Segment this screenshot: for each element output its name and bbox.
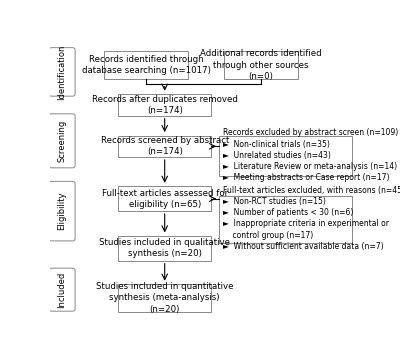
FancyBboxPatch shape [49, 114, 75, 168]
Text: Screening: Screening [58, 120, 66, 162]
Text: Records screened by abstract
(n=174): Records screened by abstract (n=174) [100, 136, 229, 156]
Text: Studies included in qualitative
synthesis (n=20): Studies included in qualitative synthesi… [99, 238, 230, 258]
FancyBboxPatch shape [104, 51, 188, 79]
Text: Eligibility: Eligibility [58, 192, 66, 230]
FancyBboxPatch shape [118, 236, 211, 261]
FancyBboxPatch shape [219, 136, 352, 176]
FancyBboxPatch shape [49, 48, 75, 96]
Text: Identification: Identification [58, 44, 66, 100]
Text: Full-text articles excluded, with reasons (n=45)
►  Non-RCT studies (n=15)
►  Nu: Full-text articles excluded, with reason… [223, 186, 400, 251]
FancyBboxPatch shape [118, 94, 211, 116]
Text: Included: Included [58, 272, 66, 308]
FancyBboxPatch shape [49, 268, 75, 311]
Text: Records after duplicates removed
(n=174): Records after duplicates removed (n=174) [92, 95, 238, 115]
Text: Full-text articles assessed for
eligibility (n=65): Full-text articles assessed for eligibil… [102, 189, 228, 209]
FancyBboxPatch shape [224, 51, 298, 79]
Text: Studies included in quantitative
synthesis (meta-analysis)
(n=20): Studies included in quantitative synthes… [96, 282, 234, 314]
Text: Additional records identified
through other sources
(n=0): Additional records identified through ot… [200, 49, 322, 81]
FancyBboxPatch shape [118, 186, 211, 211]
Text: Records identified through
database searching (n=1017): Records identified through database sear… [82, 55, 210, 75]
FancyBboxPatch shape [49, 182, 75, 241]
Text: Records excluded by abstract screen (n=109)
►  Non-clinical trials (n=35)
►  Unr: Records excluded by abstract screen (n=1… [223, 129, 398, 182]
FancyBboxPatch shape [118, 136, 211, 157]
FancyBboxPatch shape [219, 196, 352, 243]
FancyBboxPatch shape [118, 284, 211, 312]
